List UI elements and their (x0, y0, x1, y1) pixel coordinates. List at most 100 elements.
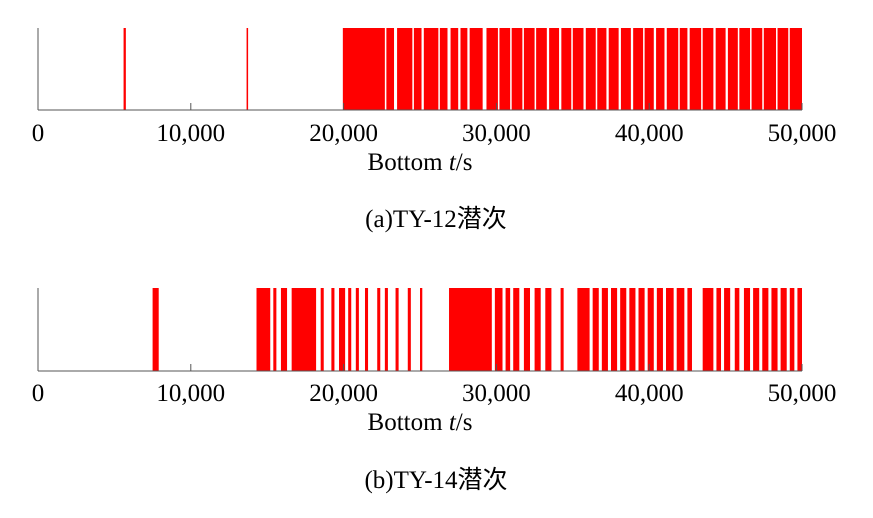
bar-interval (702, 28, 714, 110)
bar-interval (666, 288, 674, 371)
bar-interval (364, 288, 369, 371)
bar-interval (679, 28, 688, 110)
bar-interval (494, 288, 503, 371)
bar-interval (656, 288, 663, 371)
x-tick-label: 30,000 (462, 380, 531, 407)
bar-interval (423, 28, 439, 110)
bar-interval (534, 288, 541, 371)
x-ticks-b: 0 10,000 20,000 30,000 40,000 50,000 (32, 364, 836, 407)
x-tick-label: 20,000 (309, 120, 378, 147)
bar-series-b (152, 288, 802, 371)
bar-interval (715, 28, 726, 110)
bar-interval (246, 28, 249, 110)
bar-interval (608, 28, 619, 110)
x-tick-label: 40,000 (615, 380, 684, 407)
x-tick-label: 40,000 (615, 120, 684, 147)
x-tick-label: 10,000 (156, 380, 225, 407)
caption-b: (b)TY-14潜次 (364, 466, 507, 494)
bar-interval (536, 28, 547, 110)
bar-interval (687, 288, 692, 371)
bar-interval (511, 28, 523, 110)
bar-interval (592, 288, 599, 371)
bar-interval (789, 28, 802, 110)
bar-interval (377, 288, 381, 371)
bar-interval (572, 28, 584, 110)
bar-interval (469, 28, 483, 110)
bar-interval (656, 28, 665, 110)
bar-interval (499, 28, 511, 110)
bar-interval (789, 288, 795, 371)
bar-interval (407, 288, 411, 371)
panel-b: 0 10,000 20,000 30,000 40,000 50,000 Bottom t… (32, 288, 836, 494)
bar-interval (620, 288, 627, 371)
bar-interval (545, 288, 552, 371)
x-tick-label: 30,000 (462, 120, 531, 147)
bar-interval (348, 288, 352, 371)
bar-interval (280, 288, 288, 371)
bar-interval (601, 288, 608, 371)
bar-interval (577, 288, 590, 371)
x-tick-label: 50,000 (768, 120, 837, 147)
bar-interval (460, 28, 468, 110)
x-tick-label: 10,000 (156, 120, 225, 147)
bar-interval (771, 288, 778, 371)
bar-interval (339, 288, 346, 371)
bar-interval (320, 288, 324, 371)
bar-interval (523, 28, 535, 110)
bar-interval (513, 288, 520, 371)
bar-interval (486, 28, 498, 110)
bar-interval (716, 288, 722, 371)
x-ticks-a: 0 10,000 20,000 30,000 40,000 50,000 (32, 103, 837, 147)
x-tick-label: 20,000 (309, 380, 378, 407)
x-tick-label: 0 (32, 380, 45, 407)
bar-interval (762, 288, 769, 371)
bar-interval (633, 28, 644, 110)
bar-interval (384, 288, 388, 371)
bar-interval (342, 28, 385, 110)
bar-interval (739, 28, 751, 110)
bar-interval (727, 28, 738, 110)
bar-interval (585, 28, 596, 110)
bar-interval (751, 28, 763, 110)
bar-interval (291, 288, 317, 371)
bar-interval (560, 288, 564, 371)
bar-interval (152, 288, 159, 371)
bar-interval (780, 288, 787, 371)
bar-interval (561, 28, 572, 110)
bar-interval (629, 288, 636, 371)
bar-interval (355, 288, 359, 371)
bar-interval (763, 28, 777, 110)
bar-interval (331, 288, 335, 371)
x-tick-label: 0 (32, 120, 45, 147)
bar-interval (666, 28, 679, 110)
bar-interval (777, 28, 789, 110)
bar-series-a (123, 28, 802, 110)
bar-interval (395, 288, 399, 371)
bar-interval (273, 288, 277, 371)
bar-interval (620, 28, 631, 110)
bar-interval (689, 28, 702, 110)
bar-interval (449, 288, 492, 371)
x-axis-title-b: Bottom t/s (368, 409, 473, 436)
bar-interval (439, 28, 448, 110)
bar-interval (676, 288, 685, 371)
bar-interval (724, 288, 731, 371)
bar-interval (413, 28, 422, 110)
bar-interval (420, 288, 423, 371)
bar-interval (523, 288, 531, 371)
bar-interval (123, 28, 126, 110)
caption-a: (a)TY-12潜次 (365, 205, 507, 233)
bar-interval (611, 288, 618, 371)
bar-interval (450, 28, 459, 110)
bar-interval (597, 28, 607, 110)
bar-interval (797, 288, 802, 371)
bar-interval (734, 288, 740, 371)
bar-interval (397, 28, 413, 110)
bar-interval (638, 288, 645, 371)
bar-interval (549, 28, 560, 110)
bar-interval (505, 288, 511, 371)
x-axis-title-a: Bottom t/s (368, 149, 473, 176)
bar-interval (753, 288, 760, 371)
bar-interval (647, 288, 654, 371)
